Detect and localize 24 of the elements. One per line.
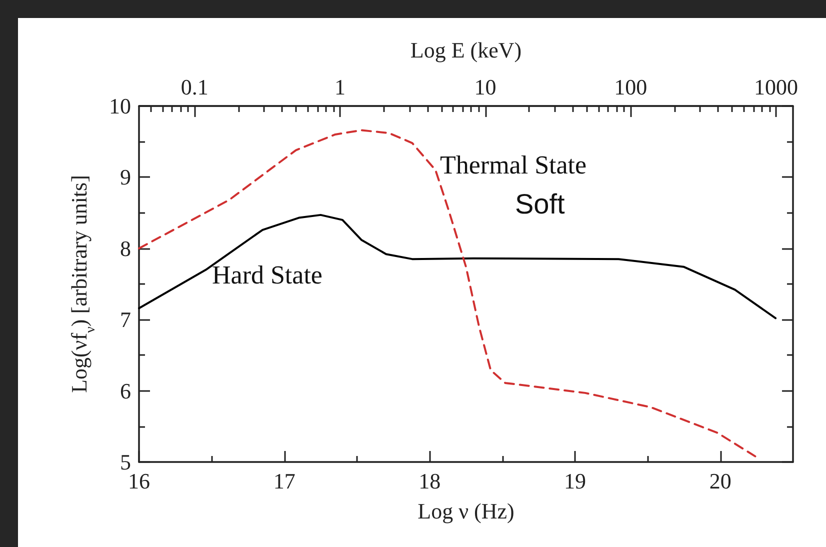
line-series [138, 214, 777, 320]
x-tick-label: 16 [128, 468, 150, 494]
y-tick-label: 6 [120, 378, 131, 404]
x2-tick-label: 0.1 [180, 74, 208, 100]
line-series [138, 129, 756, 458]
y-tick-label: 7 [120, 307, 131, 332]
y-axis-title: Log(νfν) [arbitrary units] [66, 175, 99, 393]
x2-tick-label: 100 [614, 74, 648, 100]
annotation: Hard State [212, 260, 322, 290]
x2-tick-label: 10 [474, 74, 496, 100]
y-tick-label: 10 [109, 94, 131, 118]
x-tick-label: 18 [418, 468, 441, 494]
x2-axis-title: Log E (keV) [410, 38, 522, 62]
x-tick-label: 17 [273, 468, 296, 494]
annotation: Soft [515, 188, 566, 220]
x2-tick-label: 1000 [754, 74, 798, 100]
x-tick-label: 19 [564, 468, 586, 494]
x-tick-label: 20 [709, 468, 732, 494]
y-tick-label: 9 [120, 164, 131, 190]
annotation: Thermal State [440, 150, 587, 180]
y-tick-label: 8 [120, 236, 131, 261]
x-axis-title: Log ν (Hz) [418, 498, 514, 524]
x2-tick-label: 1 [334, 74, 346, 100]
y-tick-label: 5 [120, 450, 131, 474]
